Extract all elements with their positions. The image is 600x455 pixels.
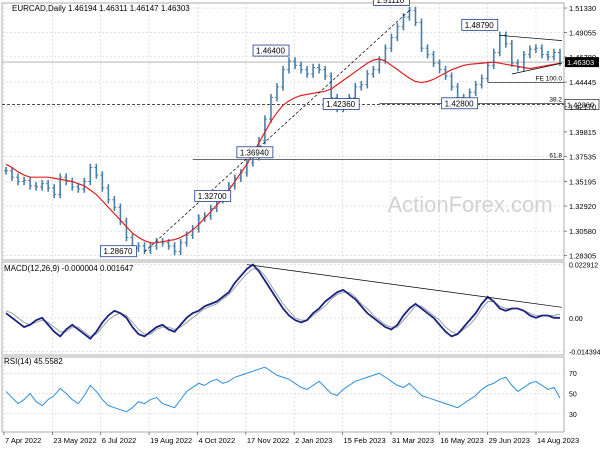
x-tick-label: 19 Aug 2022 — [150, 436, 192, 445]
triangle-upper-line — [499, 35, 563, 41]
macd-tick-label: -0.014394 — [569, 349, 600, 356]
annotation-label: 1.36940 — [240, 148, 269, 157]
annotation-box — [441, 97, 479, 110]
y-tick-label: 1.30580 — [569, 227, 596, 236]
macd-tick-label: 0.022912 — [569, 263, 598, 270]
macd-main-line — [5, 263, 560, 340]
annotation-label: 1.42360 — [326, 100, 355, 109]
annotation-label: 1.28670 — [104, 247, 133, 256]
rsi-lines — [5, 366, 561, 413]
symbol-header: EURCAD,Daily 1.46194 1.46311 1.46147 1.4… — [12, 4, 190, 13]
x-tick-label: 31 Mar 2023 — [392, 436, 434, 445]
current-price-tag — [565, 57, 599, 68]
rsi-tick-label: 30 — [569, 412, 577, 419]
y-tick-label: 1.37535 — [569, 152, 596, 161]
x-tick-label: 23 May 2022 — [53, 436, 96, 445]
x-tick-label: 14 Aug 2023 — [537, 436, 579, 445]
x-tick-labels: 7 Apr 2022 23 May 2022 6 Jul 2022 19 Aug 20… — [3, 432, 579, 445]
panel-frame-1 — [1, 2, 565, 261]
y-tick-label: 1.44445 — [569, 78, 596, 87]
grid-lines — [2, 3, 564, 432]
y-tick-label: 1.46780 — [569, 53, 596, 62]
annotation-box — [461, 18, 499, 31]
macd-label: MACD(12,26,9) -0.000004 0.001647 — [4, 264, 134, 273]
x-tick-label: 15 Feb 2023 — [344, 436, 386, 445]
annotation-label: 1.48790 — [465, 21, 494, 30]
panel-frame-3 — [1, 356, 565, 433]
annotation-label: 1.46400 — [256, 47, 285, 56]
x-tick-label: 4 Oct 2022 — [198, 436, 235, 445]
x-tick-label: 16 May 2023 — [440, 436, 483, 445]
y-tick-label: 1.49055 — [569, 29, 596, 38]
x-tick-label: 17 Nov 2022 — [247, 436, 290, 445]
annotation-box — [373, 0, 410, 6]
moving-average — [5, 58, 561, 244]
rsi-tick-label: 50 — [569, 391, 577, 398]
annotation-box — [236, 146, 274, 159]
annotation-box — [194, 189, 232, 202]
fib-label: 61.8 — [549, 152, 562, 159]
fib-label: FE 100.0 — [536, 76, 563, 83]
y-tick-label: 1.32920 — [569, 202, 596, 211]
rsi-line — [5, 366, 561, 413]
annotation-box — [252, 44, 290, 57]
y-tick-labels: 1.51330 1.49055 1.46780 1.44445 1.42170 1.398… — [564, 4, 600, 419]
macd-lines — [5, 263, 563, 340]
annotation-box — [322, 98, 360, 110]
macd-divergence-line — [246, 264, 563, 308]
x-tick-label: 7 Apr 2022 — [5, 436, 41, 445]
y-tick-label: 1.42170 — [569, 103, 596, 112]
fib-label: 38.2 — [549, 97, 562, 104]
moving-average-line — [5, 58, 561, 244]
panel-frame-2 — [1, 261, 565, 356]
macd-tick-label: 0.00 — [569, 316, 583, 323]
price-bars — [4, 6, 562, 256]
price-annotations: 1.28670 1.32700 1.36940 1.42360 1.46400 1.511… — [100, 0, 499, 258]
y-tick-label: 1.35195 — [569, 178, 596, 187]
level-tag-label: 1.42360 — [567, 101, 594, 110]
trend-lines — [144, 10, 563, 252]
annotation-label: 1.51110 — [376, 0, 404, 5]
watermark: ActionForex.com — [387, 192, 552, 217]
y-tick-label: 1.39815 — [569, 128, 596, 137]
x-tick-label: 2 Jan 2023 — [295, 436, 332, 445]
x-tick-label: 6 Jul 2022 — [102, 436, 137, 445]
current-price-label: 1.46303 — [567, 58, 594, 67]
annotation-box — [100, 245, 137, 258]
annotation-label: 1.42800 — [445, 99, 474, 108]
x-tick-label: 29 Jun 2023 — [489, 436, 530, 445]
rsi-tick-label: 70 — [569, 371, 577, 378]
macd-signal-line — [5, 268, 561, 337]
rsi-label: RSI(14) 45.5582 — [4, 357, 63, 366]
annotation-label: 1.32700 — [198, 192, 227, 201]
y-tick-label: 1.28305 — [569, 252, 596, 261]
level-tag-box — [564, 99, 600, 110]
y-tick-label: 1.51330 — [569, 4, 596, 13]
triangle-lower-line — [511, 62, 563, 75]
